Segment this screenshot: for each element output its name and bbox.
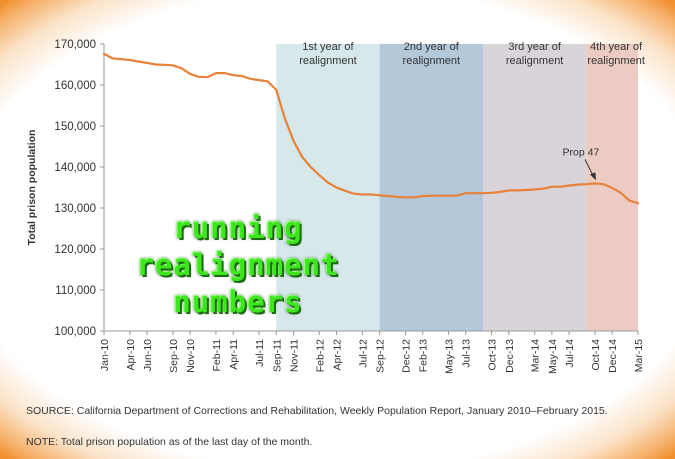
- period-label-4-line1: 4th year of: [590, 41, 643, 53]
- period-label-1-line1: 1st year of: [302, 41, 354, 53]
- x-tick-label: May-13: [444, 339, 456, 374]
- x-tick-label: Apr-11: [228, 339, 240, 370]
- annotation-arrow-head: [589, 172, 596, 181]
- overlay-line-1: running: [173, 211, 303, 245]
- footnote: NOTE: Total prison population as of the …: [26, 436, 313, 448]
- x-tick-label: Sep-10: [168, 339, 180, 373]
- period-label-4-line2: realignment: [587, 55, 644, 67]
- period-label-3-line2: realignment: [506, 55, 563, 67]
- x-tick-label: Feb-13: [418, 339, 430, 372]
- population-line: [102, 52, 640, 205]
- x-tick-label: Feb-11: [211, 339, 223, 372]
- x-tick-label: Jul-12: [357, 339, 369, 368]
- x-tick-label: Oct-14: [590, 339, 602, 371]
- y-tick-label: 120,000: [54, 244, 96, 256]
- y-tick-label: 160,000: [54, 80, 96, 92]
- x-tick-label: Apr-10: [125, 339, 137, 371]
- x-tick-label: Sep-12: [375, 339, 387, 373]
- x-tick-label: Mar-15: [633, 339, 645, 372]
- period-band-2: [379, 44, 483, 331]
- x-tick-label: Nov-11: [288, 339, 300, 372]
- x-tick-label: Dec-12: [400, 339, 412, 373]
- period-label-1-line2: realignment: [299, 55, 356, 67]
- x-tick-label: Dec-14: [607, 339, 619, 373]
- y-tick-label: 170,000: [54, 39, 96, 51]
- period-label-2-line2: realignment: [403, 55, 460, 67]
- x-tick-label: Jul-13: [461, 339, 473, 368]
- x-tick-label: Dec-13: [504, 339, 516, 373]
- x-tick-label: Jul-11: [254, 339, 266, 367]
- x-tick-label: Jan-10: [99, 339, 111, 371]
- y-tick-label: 110,000: [55, 285, 96, 297]
- x-tick-label: Mar-14: [530, 339, 542, 372]
- y-tick-label: 100,000: [54, 326, 96, 338]
- overlay-caption: running realignment numbers: [108, 210, 368, 321]
- period-label-3-line1: 3rd year of: [508, 41, 562, 53]
- y-axis-label: Total prison population: [26, 130, 38, 246]
- y-tick-label: 140,000: [54, 162, 96, 174]
- x-tick-label: May-14: [547, 339, 559, 374]
- x-tick-label: Sep-11: [271, 339, 283, 372]
- x-tick-label: Jun-10: [142, 339, 154, 371]
- annotation-label: Prop 47: [563, 146, 600, 158]
- y-tick-label: 150,000: [54, 121, 96, 133]
- source-note: SOURCE: California Department of Correct…: [26, 405, 608, 417]
- x-tick-label: Nov-10: [185, 339, 197, 373]
- x-tick-label: Jul-14: [564, 339, 576, 368]
- overlay-line-3: numbers: [173, 285, 303, 319]
- y-tick-label: 130,000: [54, 203, 96, 215]
- period-band-3: [482, 44, 587, 331]
- x-tick-label: Apr-12: [332, 339, 344, 371]
- period-band-1: [276, 44, 380, 331]
- overlay-line-2: realignment: [136, 248, 340, 282]
- period-label-2-line1: 2nd year of: [404, 41, 460, 53]
- x-tick-label: Oct-13: [487, 339, 499, 371]
- x-tick-label: Feb-12: [314, 339, 326, 372]
